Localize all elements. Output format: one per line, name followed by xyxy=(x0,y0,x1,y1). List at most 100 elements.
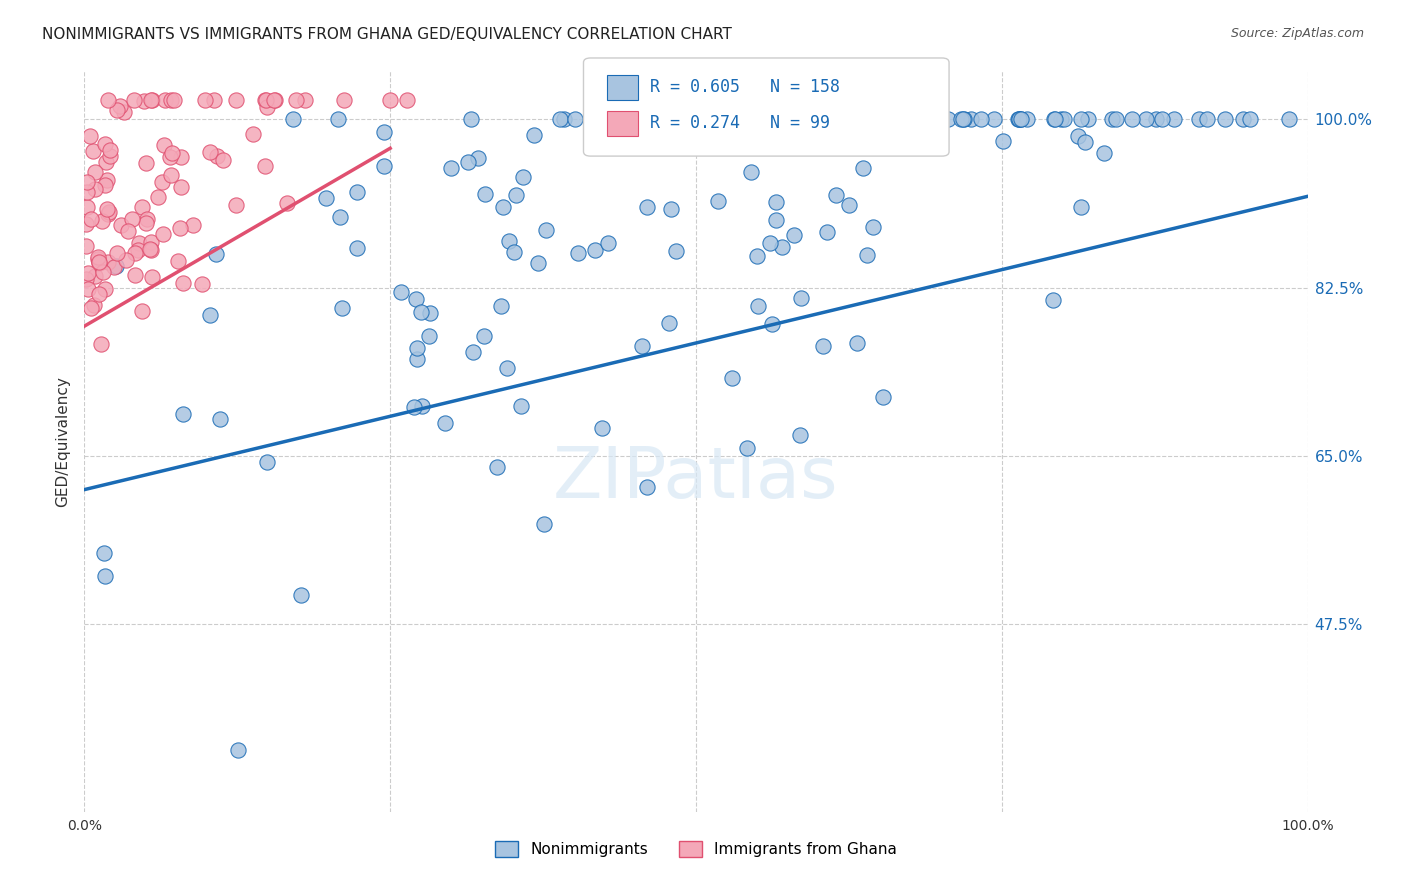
Point xyxy=(1043,112,1066,127)
Point xyxy=(98,204,121,219)
Point xyxy=(1070,112,1092,127)
Point xyxy=(90,337,112,351)
Point xyxy=(928,112,950,127)
Point xyxy=(855,248,877,262)
Point xyxy=(949,112,972,127)
Point xyxy=(801,112,824,127)
Point xyxy=(872,390,894,404)
Point xyxy=(1121,112,1143,127)
Point xyxy=(139,93,162,107)
Point xyxy=(617,112,640,127)
Point xyxy=(80,301,103,316)
Point xyxy=(636,200,658,214)
Point xyxy=(1144,112,1167,127)
Point xyxy=(1232,112,1254,127)
Point xyxy=(108,99,131,113)
Point xyxy=(1135,112,1157,127)
Point xyxy=(983,112,1005,127)
Point xyxy=(121,211,143,226)
Point xyxy=(509,399,531,413)
Point xyxy=(169,220,191,235)
Point xyxy=(845,112,868,127)
Point xyxy=(117,224,139,238)
Point xyxy=(84,268,107,283)
Point xyxy=(152,227,174,242)
Point xyxy=(534,223,557,237)
Point xyxy=(1188,112,1211,127)
Point xyxy=(440,161,463,175)
Point xyxy=(94,178,117,192)
Point xyxy=(1092,145,1115,160)
Point xyxy=(825,188,848,202)
Point xyxy=(124,268,146,282)
Point xyxy=(76,185,98,199)
Point xyxy=(1017,112,1039,127)
Point xyxy=(242,128,264,142)
Point xyxy=(276,195,298,210)
Point xyxy=(503,244,526,259)
Point xyxy=(1008,112,1031,127)
Point xyxy=(112,105,135,120)
Point xyxy=(315,191,337,205)
Point xyxy=(789,428,811,442)
Point xyxy=(77,266,100,280)
Point xyxy=(139,235,162,249)
Point xyxy=(553,112,575,127)
Point xyxy=(882,112,904,127)
Point xyxy=(474,187,496,202)
Point xyxy=(346,186,368,200)
Point xyxy=(202,93,225,107)
Point xyxy=(851,161,873,175)
Point xyxy=(139,243,162,257)
Point xyxy=(609,112,631,127)
Point xyxy=(94,281,117,295)
Point xyxy=(75,239,97,253)
Point xyxy=(333,93,356,107)
Point xyxy=(828,112,851,127)
Point xyxy=(669,126,692,140)
Point xyxy=(83,298,105,312)
Legend: Nonimmigrants, Immigrants from Ghana: Nonimmigrants, Immigrants from Ghana xyxy=(489,835,903,863)
Point xyxy=(146,190,169,204)
Point xyxy=(131,200,153,214)
Point xyxy=(512,170,534,185)
Point xyxy=(402,400,425,414)
Point xyxy=(181,218,204,232)
Point xyxy=(869,129,891,144)
Point xyxy=(533,516,555,531)
Point xyxy=(104,259,127,273)
Point xyxy=(754,112,776,127)
Point xyxy=(110,218,132,232)
Point xyxy=(226,742,249,756)
Point xyxy=(159,150,181,164)
Point xyxy=(852,112,875,127)
Point xyxy=(564,112,586,127)
Point xyxy=(405,352,427,367)
Point xyxy=(1152,112,1174,127)
Point xyxy=(460,112,482,127)
Point xyxy=(194,93,217,107)
Point xyxy=(685,112,707,127)
Point xyxy=(472,329,495,343)
Point xyxy=(936,112,959,127)
Point xyxy=(591,420,613,434)
Point xyxy=(894,112,917,127)
Point xyxy=(84,165,107,179)
Point xyxy=(290,588,312,602)
Point xyxy=(373,125,395,139)
Point xyxy=(683,130,706,145)
Point xyxy=(845,335,868,350)
Point xyxy=(172,407,194,421)
Point xyxy=(765,213,787,227)
Point xyxy=(419,306,441,320)
Point xyxy=(669,112,692,127)
Point xyxy=(97,93,120,107)
Point xyxy=(1163,112,1185,127)
Point xyxy=(467,151,489,165)
Point xyxy=(742,112,765,127)
Point xyxy=(605,112,627,127)
Point xyxy=(346,241,368,255)
Point xyxy=(1101,112,1123,127)
Point xyxy=(740,165,762,179)
Point xyxy=(127,243,149,257)
